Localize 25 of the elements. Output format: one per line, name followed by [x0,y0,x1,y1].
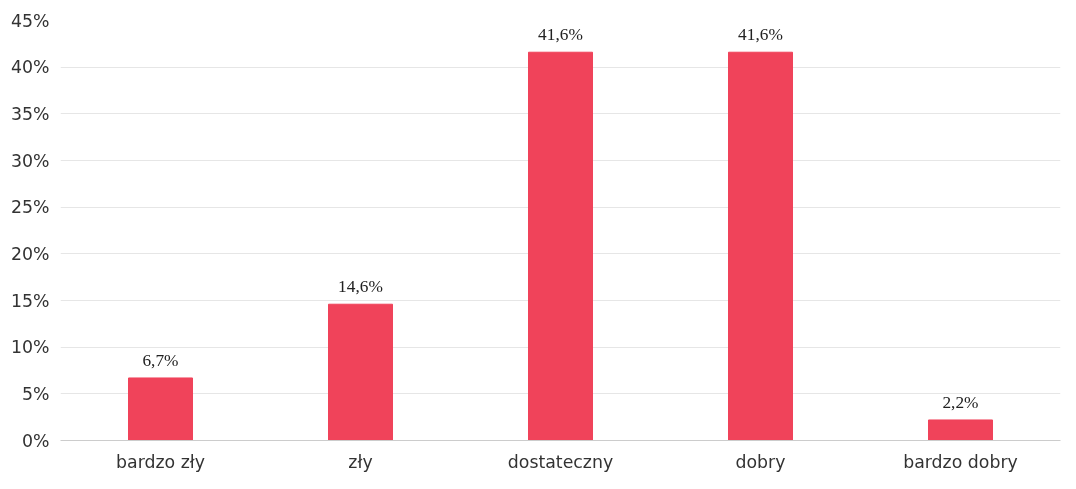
y-tick-label: 0% [22,430,50,451]
x-tick-label: zły [348,451,373,472]
y-tick-label: 25% [10,197,50,218]
bar [728,51,793,441]
y-tick-label: 10% [10,337,50,358]
x-tick-label: bardzo dobry [903,451,1018,472]
y-tick-label: 35% [10,103,50,124]
y-tick-label: 5% [22,383,50,404]
bar [328,303,393,441]
data-label: 41,6% [538,25,583,45]
bar [928,419,993,441]
data-label: 6,7% [142,350,179,370]
x-tick-label: bardzo zły [116,451,205,472]
data-label: 41,6% [738,25,783,45]
y-tick-label: 20% [10,243,50,264]
bar [528,51,593,441]
y-tick-label: 40% [10,57,50,78]
y-tick-label: 45% [10,10,50,31]
bar [128,377,193,441]
y-tick-label: 15% [10,290,50,311]
x-tick-label: dobry [735,451,786,472]
x-tick-label: dostateczny [507,451,614,472]
data-label: 14,6% [338,277,383,297]
data-label: 2,2% [942,392,979,412]
y-tick-label: 30% [10,150,50,171]
